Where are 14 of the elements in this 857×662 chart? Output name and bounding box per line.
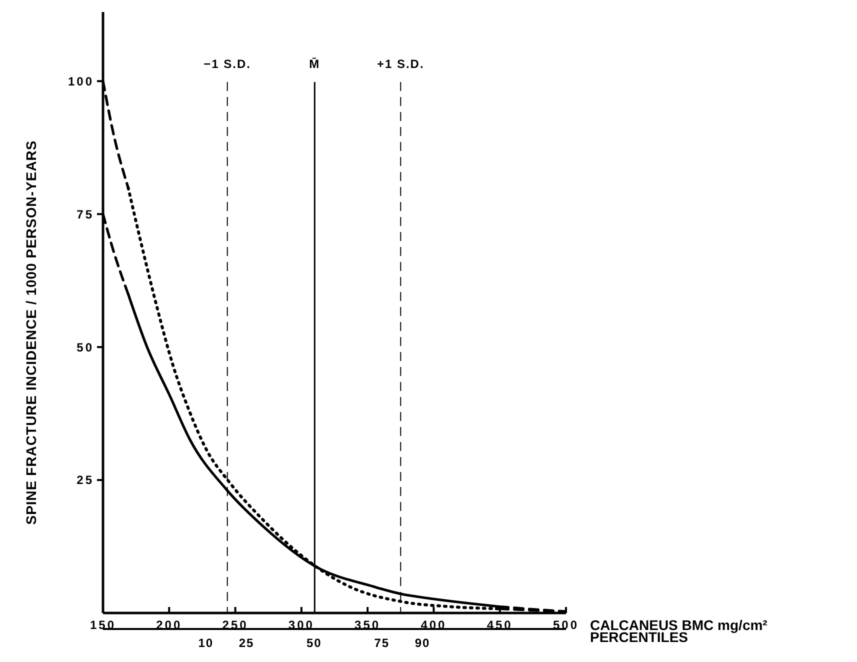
x2-tick-label: 75 [374, 636, 390, 650]
y-tick-label: 25 [76, 473, 94, 488]
x2-tick-label: 90 [414, 636, 430, 650]
x2-tick-label: 50 [306, 636, 322, 650]
y-tick-label: 50 [76, 340, 94, 354]
y-axis-title: SPINE FRACTURE INCIDENCE / 1000 PERSON-YEARS [23, 140, 39, 525]
x2-tick-label: 25 [238, 636, 254, 650]
x-axis-title: CALCANEUS BMC mg/cm² [590, 616, 768, 633]
ref-line-label: M̄ [309, 57, 320, 71]
y-tick-label: 100 [68, 74, 94, 88]
ref-line-label: −1 S.D. [204, 57, 252, 71]
x2-tick-label: 10 [198, 636, 214, 650]
ref-line-label: +1 S.D. [376, 57, 424, 71]
y-tick-label: 75 [76, 207, 94, 222]
